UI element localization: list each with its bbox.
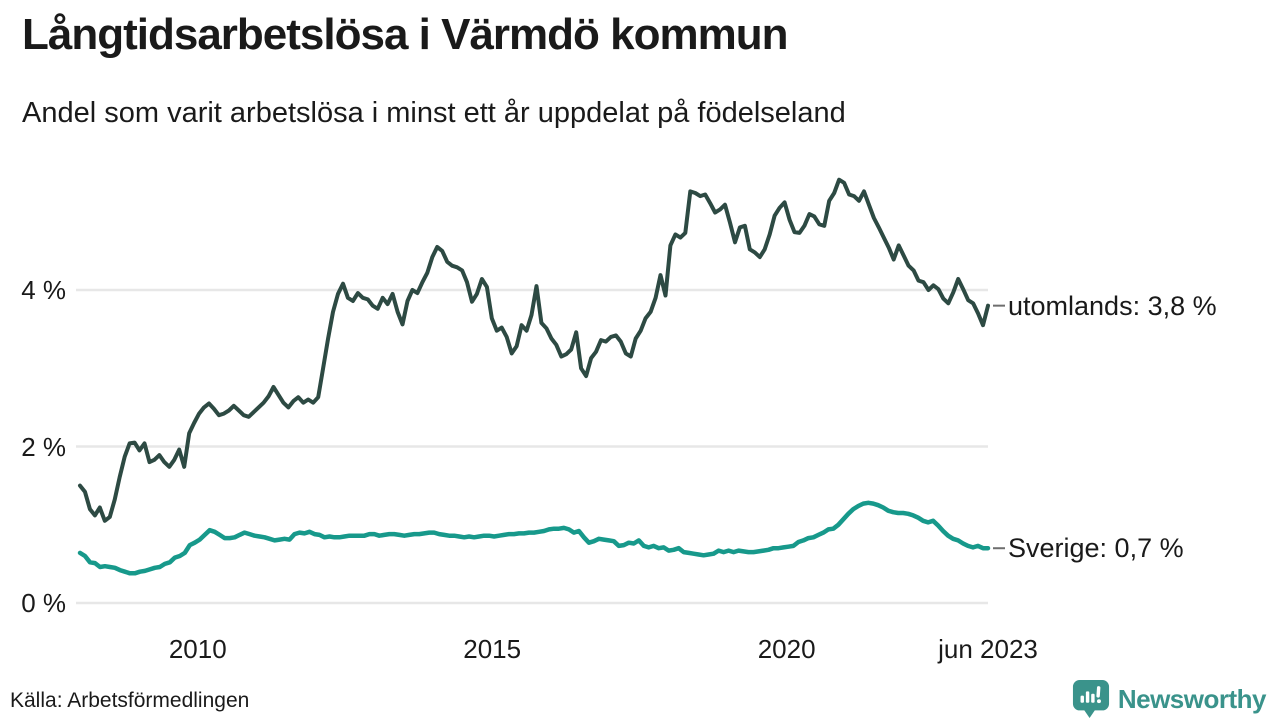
brand-wordmark: Newsworthy <box>1117 683 1267 714</box>
series-line-sverige <box>77 500 991 576</box>
y-tick-label-0: 0 % <box>21 588 66 618</box>
series-label-utomlands: utomlands: 3,8 % <box>1008 290 1217 321</box>
source-note: Källa: Arbetsförmedlingen <box>10 689 250 712</box>
brand-footer: Newsworthy <box>1072 678 1267 720</box>
x-tick-label-2010: 2010 <box>168 634 227 664</box>
x-tick-label-2020: 2020 <box>757 634 816 664</box>
series-label-sverige: Sverige: 0,7 % <box>1008 533 1184 564</box>
x-tick-label-2015: 2015 <box>463 634 522 664</box>
y-tick-label-2: 2 % <box>21 431 66 462</box>
x-tick-label-jun-2023: jun 2023 <box>938 634 1038 664</box>
series-line-utomlands <box>78 177 990 523</box>
y-tick-label-4: 4 % <box>21 275 66 305</box>
chart-subtitle: Andel som varit arbetslösa i minst ett å… <box>22 97 846 129</box>
newsworthy-logo-icon <box>1072 679 1110 719</box>
page-title: Långtidsarbetslösa i Värmdö kommun <box>22 10 789 59</box>
